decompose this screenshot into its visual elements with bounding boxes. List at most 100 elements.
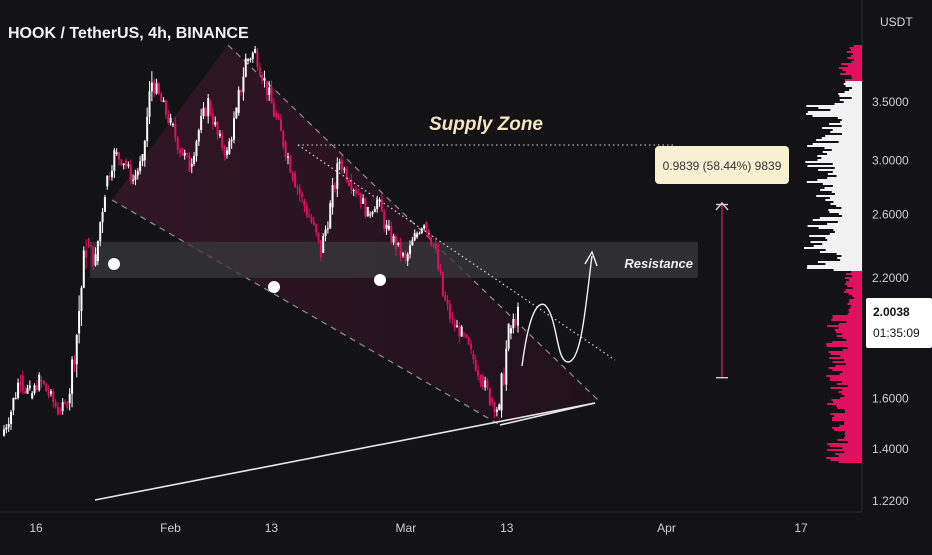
volume-profile-bar xyxy=(833,229,862,231)
candle-body xyxy=(190,163,193,167)
candle-body xyxy=(96,241,99,261)
candle-body xyxy=(216,121,219,135)
volume-profile-bar xyxy=(806,267,862,269)
volume-profile-bar xyxy=(805,161,862,163)
volume-profile-bar xyxy=(836,405,862,407)
candle-body xyxy=(446,300,449,305)
candle-body xyxy=(19,382,22,385)
volume-profile-bar xyxy=(826,457,862,459)
volume-profile-bar xyxy=(832,185,862,187)
candle-body xyxy=(517,306,519,326)
candle-body xyxy=(82,250,85,288)
candle-body xyxy=(204,107,207,117)
candle-body xyxy=(319,239,322,258)
volume-profile-bar xyxy=(840,73,862,75)
volume-profile-bar xyxy=(807,165,862,167)
time-tick-label: 16 xyxy=(29,521,43,535)
touch-point[interactable] xyxy=(108,258,120,270)
candle-body xyxy=(256,51,259,68)
volume-profile-bar xyxy=(812,115,862,117)
candle-body xyxy=(460,326,463,337)
candle-body xyxy=(409,245,412,255)
time-axis-panel[interactable] xyxy=(0,512,932,550)
volume-profile-bar xyxy=(842,69,862,71)
price-tick-label: 1.4000 xyxy=(872,442,909,456)
volume-profile-bar xyxy=(827,443,862,445)
last-price-value: 2.0038 xyxy=(873,305,910,319)
candle-body xyxy=(308,215,311,218)
volume-profile-bar xyxy=(831,191,862,193)
candle-body xyxy=(179,149,182,153)
volume-profile-bar xyxy=(842,447,862,449)
candles xyxy=(3,45,519,437)
volume-profile-bar xyxy=(839,373,862,375)
ascending-support-line xyxy=(94,402,596,501)
touch-point[interactable] xyxy=(268,281,280,293)
volume-profile-bar xyxy=(837,407,862,409)
candle-body xyxy=(214,121,217,125)
candle-body xyxy=(401,253,404,256)
volume-profile-bar xyxy=(830,353,862,355)
volume-profile-bar xyxy=(830,131,862,133)
candle-body xyxy=(89,245,92,247)
candle-body xyxy=(113,149,116,171)
candle-body xyxy=(359,193,362,204)
candle-body xyxy=(230,139,233,142)
volume-profile-bar xyxy=(838,93,862,95)
candle-body xyxy=(432,244,435,246)
volume-profile-bar xyxy=(853,59,862,61)
volume-profile-bar xyxy=(851,61,862,63)
candle-body xyxy=(322,236,325,253)
volume-profile-bar xyxy=(845,363,862,365)
volume-profile-bar xyxy=(825,135,862,137)
volume-profile-bar xyxy=(822,243,862,245)
volume-profile-bar xyxy=(831,417,862,419)
measure-arrowhead xyxy=(715,201,729,211)
volume-profile-bar xyxy=(848,293,862,295)
volume-profile-bar xyxy=(832,315,862,317)
volume-profile-bar xyxy=(817,155,862,157)
volume-profile-bar xyxy=(844,423,862,425)
touch-point[interactable] xyxy=(374,274,386,286)
volume-profile-bar xyxy=(806,181,862,183)
volume-profile-bar xyxy=(822,127,862,129)
candle-body xyxy=(101,211,104,223)
candle-body xyxy=(120,159,123,166)
candle-body xyxy=(64,402,67,404)
volume-profile-bar xyxy=(817,179,862,181)
volume-profile-bar xyxy=(835,365,862,367)
volume-profile-bar xyxy=(824,187,862,189)
volume-profile-bar xyxy=(838,323,862,325)
volume-profile-bar xyxy=(832,369,862,371)
candle-body xyxy=(484,380,487,388)
candle-body xyxy=(233,118,236,140)
candle-body xyxy=(141,154,144,162)
volume-profile-bar xyxy=(845,289,862,291)
candle-body xyxy=(157,83,160,94)
measure-label[interactable]: 0.9839 (58.44%) 9839 xyxy=(655,146,789,184)
price-axis-panel[interactable] xyxy=(862,0,932,550)
candle-body xyxy=(52,391,55,403)
candle-body xyxy=(275,112,278,118)
volume-profile-bar xyxy=(841,125,862,127)
candle-body xyxy=(369,214,372,216)
volume-profile-bar xyxy=(841,255,862,257)
descending-trendline xyxy=(297,144,616,361)
volume-profile-bar xyxy=(831,399,862,401)
candle-body xyxy=(423,225,426,229)
candle-body xyxy=(413,233,416,241)
volume-profile-bar xyxy=(851,87,862,89)
candle-body xyxy=(17,382,20,399)
time-tick-label: Mar xyxy=(396,521,417,535)
candle-body xyxy=(458,325,461,337)
candle-body xyxy=(129,164,132,181)
volume-profile-bar xyxy=(839,99,862,101)
candle-body xyxy=(7,424,10,428)
volume-profile-bar xyxy=(845,435,862,437)
candle-body xyxy=(78,311,81,334)
candle-body xyxy=(350,179,353,191)
volume-profile-bar xyxy=(847,65,862,67)
volume-profile-bar xyxy=(843,83,862,85)
